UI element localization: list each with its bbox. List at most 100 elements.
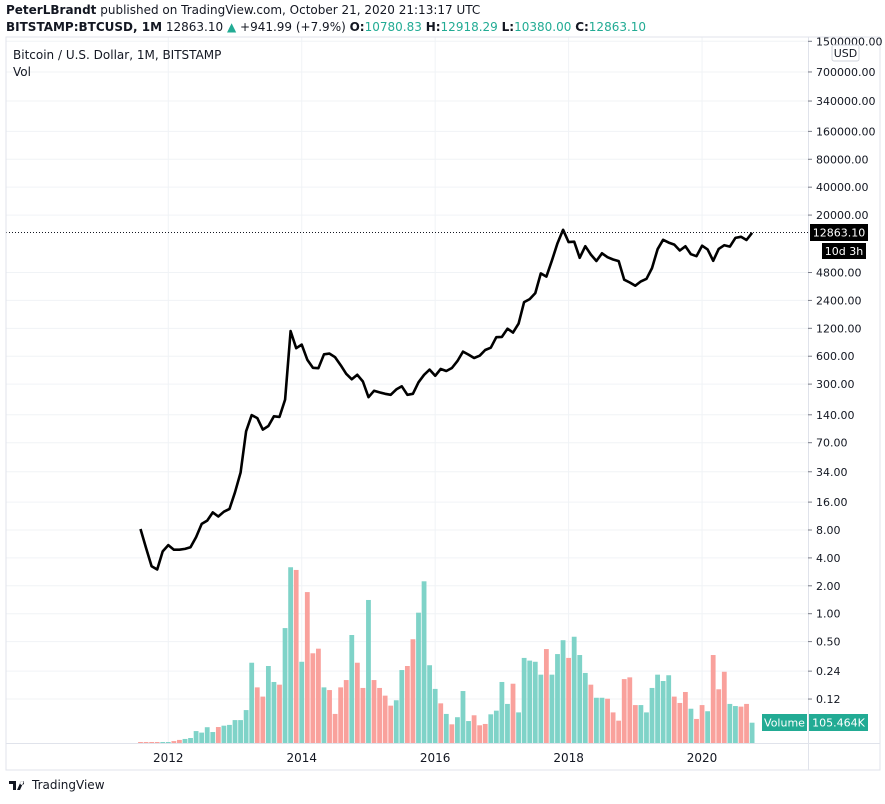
volume-bar	[399, 670, 405, 743]
volume-bar	[471, 715, 477, 743]
price-tick-label: 16.00	[816, 496, 848, 509]
volume-bar	[277, 684, 282, 743]
volume-bar	[171, 741, 177, 743]
volume-bar	[677, 702, 683, 743]
volume-bar	[338, 687, 344, 743]
open-label: O:	[349, 20, 365, 34]
volume-bar	[388, 705, 394, 743]
price-tick-label: 4.00	[816, 552, 841, 565]
volume-bar	[299, 661, 305, 743]
volume-value-text: 105.464K	[812, 717, 865, 730]
volume-bar	[310, 653, 316, 743]
volume-bar	[293, 569, 299, 743]
volume-bar	[182, 738, 188, 743]
volume-bar	[644, 712, 649, 743]
volume-bar	[404, 666, 410, 743]
volume-bar	[688, 708, 694, 743]
volume-bar	[393, 700, 399, 743]
volume-bar	[332, 713, 338, 743]
tradingview-brand: TradingView	[32, 778, 105, 792]
volume-bar	[249, 662, 255, 743]
volume-bar	[138, 742, 143, 743]
price-tick-label: 2.00	[816, 580, 841, 593]
currency-button[interactable]	[831, 44, 860, 62]
price-change: +941.99 (+7.9%)	[240, 20, 346, 34]
countdown-text: 10d 3h	[825, 245, 863, 258]
volume-bar	[260, 696, 266, 743]
tradingview-logo[interactable]: TradingView	[8, 778, 105, 792]
volume-bar	[610, 712, 616, 743]
volume-indicator-label[interactable]: Vol	[13, 65, 31, 79]
volume-bar	[366, 599, 371, 743]
volume-bar	[143, 742, 149, 743]
volume-bar	[599, 697, 605, 743]
volume-bar	[288, 567, 294, 743]
high-value: 12918.29	[440, 20, 498, 34]
price-tick-label: 70.00	[816, 437, 848, 450]
pane-border	[5, 36, 881, 771]
volume-bar	[499, 681, 505, 743]
high-label: H:	[425, 20, 441, 34]
volume-bar	[232, 720, 238, 743]
year-tick-label: 2012	[153, 751, 184, 765]
published-text: published on TradingView.com, October 21…	[100, 3, 481, 17]
volume-bar	[505, 703, 510, 743]
volume-bar	[349, 635, 355, 743]
volume-bar	[488, 714, 494, 743]
price-tick-label: 4800.00	[816, 267, 862, 280]
volume-bar	[521, 657, 527, 743]
volume-bar	[382, 695, 388, 743]
price-tick-label: 8.00	[816, 524, 841, 537]
year-tick-label: 2016	[420, 751, 451, 765]
price-tick-label: 600.00	[816, 350, 855, 363]
volume-bar	[594, 697, 599, 743]
volume-bar	[210, 732, 216, 743]
volume-bar	[549, 674, 555, 743]
volume-bar	[627, 677, 633, 743]
volume-bar	[694, 718, 699, 743]
volume-bar	[705, 711, 711, 743]
volume-bar	[510, 683, 516, 743]
volume-bar	[377, 687, 382, 743]
volume-bar	[193, 731, 199, 743]
volume-bar	[582, 672, 588, 743]
price-tick-label: 0.12	[816, 693, 841, 706]
price-tick-label: 1.00	[816, 608, 841, 621]
low-value: 10380.00	[514, 20, 572, 34]
volume-bar	[165, 742, 171, 743]
volume-bar	[605, 698, 610, 743]
volume-bar	[443, 713, 449, 743]
volume-bar	[199, 732, 205, 743]
price-line	[139, 228, 754, 571]
volume-bar	[243, 710, 249, 743]
volume-bar	[421, 581, 427, 743]
volume-tag-label: Volume	[764, 717, 805, 730]
volume-bar	[482, 723, 488, 743]
volume-bar	[749, 722, 755, 743]
volume-bar	[410, 639, 416, 743]
countdown-marker	[822, 243, 866, 259]
volume-bar	[254, 687, 260, 743]
volume-bar	[265, 666, 271, 743]
volume-bar	[371, 680, 377, 743]
price-tick-label: 700000.00	[816, 66, 876, 79]
volume-value-tag	[809, 714, 868, 731]
volume-bar	[638, 705, 644, 743]
volume-bar	[671, 696, 677, 743]
author-name[interactable]: PeterLBrandt	[6, 3, 97, 17]
price-tick-label: 80000.00	[816, 153, 869, 166]
volume-bar	[343, 680, 349, 743]
volume-bar	[733, 706, 738, 743]
volume-bar	[527, 660, 533, 743]
price-tick-label: 40000.00	[816, 181, 869, 194]
price-tick-label: 2400.00	[816, 294, 862, 307]
volume-bar	[271, 681, 277, 743]
volume-bar	[177, 739, 182, 743]
volume-bar	[427, 665, 433, 743]
volume-bar	[327, 690, 332, 743]
volume-bar	[649, 687, 655, 743]
price-tick-label: 140.00	[816, 409, 855, 422]
time-axis: 2012 2014 2016 2018 2020	[153, 751, 717, 765]
